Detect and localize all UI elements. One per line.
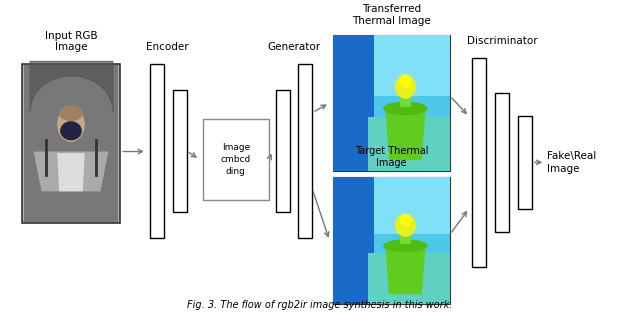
Ellipse shape [383,102,428,115]
Text: Discriminator: Discriminator [467,36,538,46]
Ellipse shape [399,214,412,227]
Bar [518,116,532,209]
Text: Image
cmbcd
ding: Image cmbcd ding [221,143,251,176]
Bar [276,90,289,212]
Ellipse shape [399,74,412,88]
Bar [173,90,187,212]
Bar [374,35,450,96]
Bar [399,95,412,107]
Text: Input RGB
Image: Input RGB Image [45,31,97,52]
Bar [495,93,509,232]
Ellipse shape [395,74,416,99]
Bar [333,35,374,171]
Bar [24,65,118,222]
Text: Fake\Real
Image: Fake\Real Image [547,151,596,174]
Text: Target Thermal
Image: Target Thermal Image [355,146,428,168]
Bar [472,58,486,267]
Polygon shape [385,110,426,160]
Text: Fig. 3. The flow of rgb2ir image synthesis in this work.: Fig. 3. The flow of rgb2ir image synthes… [188,300,452,310]
Bar [399,233,412,244]
Bar [333,177,450,305]
Ellipse shape [57,107,84,142]
Polygon shape [34,151,108,191]
Bar [374,177,450,234]
Text: Encoder: Encoder [147,42,189,52]
Polygon shape [385,247,426,294]
Bar [368,117,450,171]
Text: Transferred
Thermal Image: Transferred Thermal Image [352,4,431,26]
Ellipse shape [60,121,82,140]
Bar [22,64,120,223]
Bar [333,177,374,305]
Ellipse shape [383,239,428,252]
Bar [333,35,450,171]
Bar [298,64,312,238]
Ellipse shape [59,105,83,121]
Bar [368,254,450,305]
Bar [203,119,269,200]
Ellipse shape [395,214,416,237]
Bar [150,64,164,238]
Polygon shape [57,153,84,191]
Text: Generator: Generator [268,42,321,52]
